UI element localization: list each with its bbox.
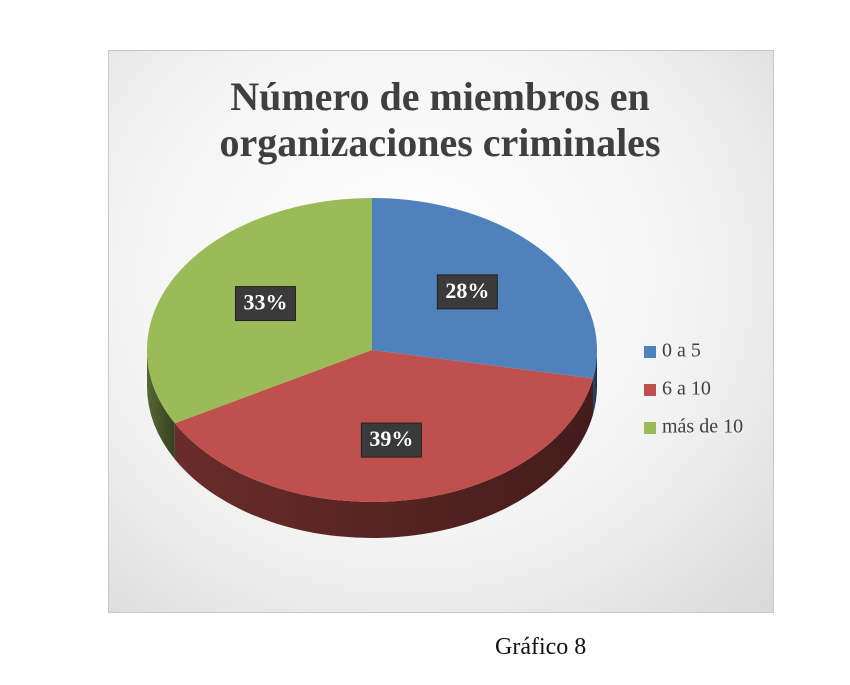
legend-swatch <box>644 346 656 358</box>
data-label: 39% <box>369 426 413 451</box>
pie-slice-side <box>593 350 597 415</box>
data-label: 33% <box>243 290 287 315</box>
legend-label: 6 a 10 <box>662 378 711 400</box>
caption: Gráfico 8 <box>495 634 587 660</box>
chart-title: Número de miembros en organizaciones cri… <box>219 74 661 165</box>
data-label: 28% <box>445 278 489 303</box>
legend-label: 0 a 5 <box>662 340 701 362</box>
legend-label: más de 10 <box>662 416 743 438</box>
data-label-box <box>360 422 422 458</box>
pie-slice-side <box>174 378 594 538</box>
pie-slice-side <box>147 350 175 460</box>
data-label-box <box>436 274 498 310</box>
legend-swatch <box>644 384 656 396</box>
legend-swatch <box>644 422 656 434</box>
data-label-box <box>234 286 296 322</box>
